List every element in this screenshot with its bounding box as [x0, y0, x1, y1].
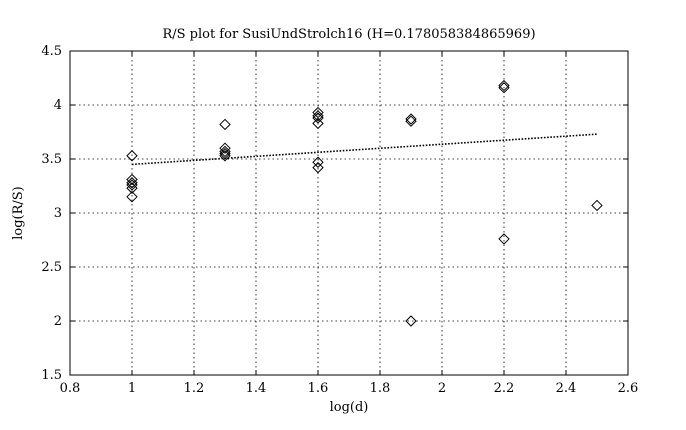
- x-tick-label: 0.8: [60, 381, 81, 396]
- data-point-diamond: [126, 173, 138, 186]
- y-tick-label: 2: [54, 314, 62, 329]
- y-tick-label: 3.5: [41, 152, 62, 167]
- y-tick-label: 1.5: [41, 368, 62, 383]
- data-point-diamond: [312, 112, 324, 124]
- data-point-diamond: [312, 161, 324, 174]
- axis-ticks: [69, 50, 629, 376]
- data-point-diamond: [498, 233, 510, 245]
- data-point-diamond: [405, 115, 417, 127]
- data-point-diamond: [312, 106, 324, 119]
- y-tick-labels: 1.5 2 2.5 3 3.5 4 4.5: [41, 44, 62, 383]
- data-point-diamond: [126, 179, 138, 191]
- x-tick-labels: 0.8 1 1.2 1.4 1.6 1.8 2 2.2 2.4 2.6: [60, 381, 639, 396]
- data-point-diamond: [219, 142, 231, 154]
- data-point-diamond: [219, 150, 231, 162]
- data-point-diamond: [498, 79, 510, 92]
- y-tick-label: 4.5: [41, 44, 62, 59]
- data-point-diamond: [312, 117, 324, 130]
- data-point-diamond: [126, 177, 138, 189]
- data-point-diamond: [126, 150, 138, 162]
- data-point-diamond: [405, 113, 417, 125]
- x-tick-label: 1.6: [308, 381, 329, 396]
- data-point-diamond: [498, 82, 510, 94]
- x-tick-label: 2.6: [618, 381, 639, 396]
- data-point-diamond: [591, 199, 603, 212]
- data-point-diamond: [219, 145, 231, 158]
- y-tick-label: 3: [54, 206, 62, 221]
- x-axis-label: log(d): [330, 400, 369, 415]
- chart-title: R/S plot for SusiUndStrolch16 (H=0.17805…: [162, 27, 535, 42]
- data-point-diamond: [312, 110, 324, 122]
- x-tick-label: 2.2: [494, 381, 515, 396]
- grid-lines: [70, 51, 628, 375]
- x-tick-label: 1: [128, 381, 136, 396]
- data-point-diamond: [312, 156, 324, 168]
- data-points: [126, 79, 603, 327]
- data-point-diamond: [405, 315, 417, 327]
- data-point-diamond: [126, 191, 138, 203]
- data-point-diamond: [126, 182, 138, 194]
- y-tick-label: 4: [54, 98, 62, 113]
- x-tick-label: 1.8: [370, 381, 391, 396]
- fit-line-group: [131, 133, 598, 166]
- y-axis-label: log(R/S): [11, 186, 26, 240]
- data-point-diamond: [219, 118, 231, 131]
- data-point-diamond: [219, 147, 231, 160]
- y-tick-label: 2.5: [41, 260, 62, 275]
- x-tick-label: 1.4: [246, 381, 267, 396]
- x-tick-label: 1.2: [184, 381, 205, 396]
- x-tick-label: 2.4: [556, 381, 577, 396]
- x-tick-label: 2: [438, 381, 446, 396]
- fit-line: [131, 133, 598, 166]
